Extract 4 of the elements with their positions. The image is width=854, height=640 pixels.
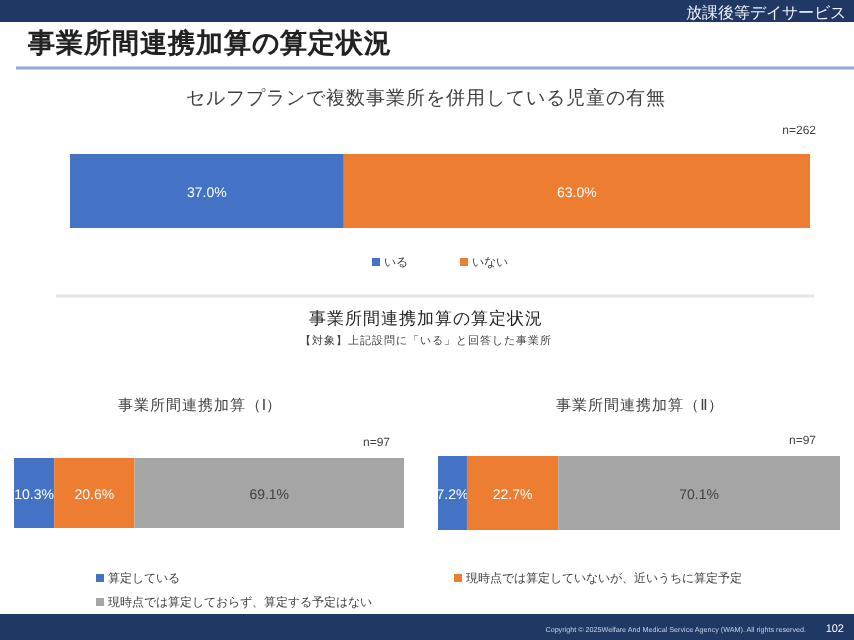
chart-title: セルフプランで複数事業所を併用している児童の有無	[186, 86, 666, 110]
text: 事業所間連携加算の算定状況	[309, 308, 543, 328]
text: 事業所間連携加算の算定状況	[26, 26, 392, 58]
text: 放課後等デイサービス	[686, 4, 846, 22]
